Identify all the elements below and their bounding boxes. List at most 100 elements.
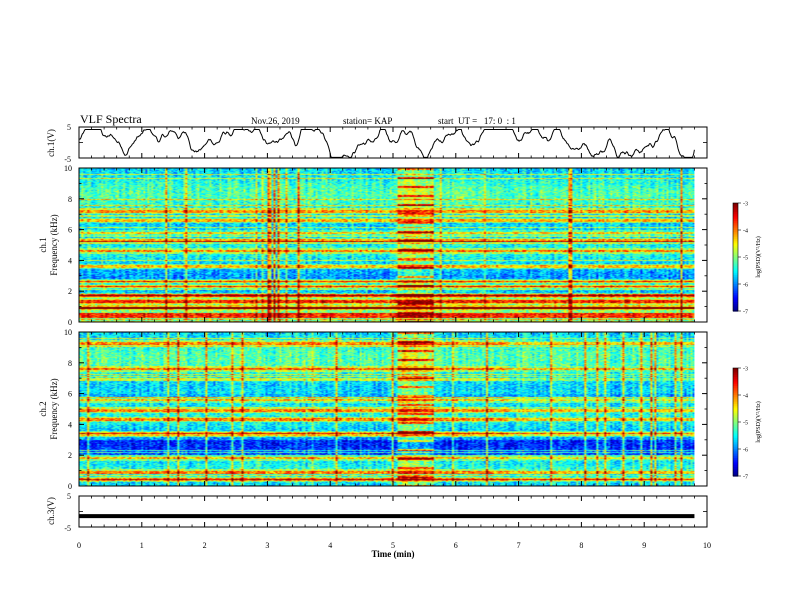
colorbar-segment: [733, 434, 738, 437]
colorbar-segment: [733, 395, 738, 398]
colorbar-segment: [733, 405, 738, 409]
colorbar-segment: [733, 237, 738, 240]
colorbar-segment: [733, 382, 738, 385]
colorbar-segment: [733, 208, 738, 211]
colorbar-segment: [733, 407, 738, 410]
y-tick-label: 0: [68, 318, 72, 327]
colorbar-segment: [733, 302, 738, 305]
ch1-spectrogram-ylabel: Frequency (kHz): [49, 214, 59, 275]
colorbar-segment: [733, 300, 738, 303]
y-tick-label: 2: [68, 287, 72, 296]
colorbar-segment: [733, 294, 738, 298]
ch1-spectrogram-image: [79, 168, 695, 322]
colorbar-segment: [733, 284, 738, 287]
colorbar-segment: [733, 260, 738, 263]
colorbar-tick-label: -4: [743, 229, 748, 235]
ch1-spectrogram-ylabel-channel: ch.1: [38, 237, 48, 252]
colorbar-segment: [733, 271, 738, 274]
colorbar-segment: [733, 445, 738, 448]
colorbar-segment: [733, 291, 738, 294]
colorbar-segment: [733, 459, 738, 463]
colorbar-segment: [733, 465, 738, 468]
colorbar-segment: [733, 368, 738, 371]
colorbar-segment: [733, 416, 738, 419]
y-tick-label: 8: [68, 195, 72, 204]
colorbar-segment: [733, 226, 738, 229]
x-tick-label: 5: [391, 541, 395, 550]
colorbar-segment: [733, 258, 738, 262]
colorbar-segment: [733, 427, 738, 430]
colorbar-segment: [733, 224, 738, 227]
x-tick-label: 4: [328, 541, 332, 550]
colorbar-segment: [733, 432, 738, 436]
colorbar-segment: [733, 474, 738, 477]
y-tick-label: 6: [68, 390, 72, 399]
colorbar-segment: [733, 470, 738, 473]
colorbar-segment: [733, 257, 738, 260]
colorbar-segment: [733, 289, 738, 292]
x-axis-label: Time (min): [371, 549, 414, 559]
x-tick-label: 10: [703, 541, 711, 550]
colorbar-segment: [733, 371, 738, 374]
colorbar-segment: [733, 468, 738, 472]
colorbar-tick-label: -7: [743, 475, 748, 481]
colorbar-segment: [733, 309, 738, 312]
colorbar-segment: [733, 431, 738, 434]
colorbar-segment: [733, 276, 738, 280]
ch1-ytick-top: 5: [67, 123, 71, 132]
colorbar-label: log(PSD)(V²/Hz): [755, 236, 762, 277]
x-tick-label: 8: [579, 541, 583, 550]
colorbar-segment: [733, 438, 738, 441]
ch1-colorbar: -3 -4 -5 -6 -7 log(PSD)(V²/Hz): [732, 202, 762, 316]
colorbar-segment: [733, 418, 738, 421]
colorbar-segment: [733, 228, 738, 231]
colorbar-segment: [733, 398, 738, 401]
colorbar-segment: [733, 248, 738, 251]
colorbar-segment: [733, 449, 738, 452]
ch3-ytick-top: 5: [67, 492, 71, 501]
colorbar-segment: [733, 204, 738, 208]
colorbar-tick-label: -3: [743, 367, 748, 373]
ch1-waveform-ylabel: ch.1(V): [46, 129, 56, 157]
colorbar-segment: [733, 441, 738, 445]
colorbar-segment: [733, 461, 738, 464]
ch2-spectrogram-ylabel: Frequency (kHz): [49, 378, 59, 439]
x-tick-label: 3: [265, 541, 269, 550]
colorbar-segment: [733, 231, 738, 235]
colorbar-segment: [733, 422, 738, 425]
colorbar-segment: [733, 278, 738, 281]
colorbar-segment: [733, 212, 738, 215]
colorbar-segment: [733, 420, 738, 423]
y-tick-label: 6: [68, 226, 72, 235]
colorbar-segment: [733, 380, 738, 383]
y-tick-label: 0: [68, 482, 72, 491]
colorbar-segment: [733, 240, 738, 244]
colorbar-segment: [733, 280, 738, 283]
colorbar-segment: [733, 244, 738, 247]
colorbar-segment: [733, 222, 738, 226]
ch1-spectrogram-panel: 0 2 4 6 8 10 ch.1 Frequency (kHz): [38, 164, 708, 327]
colorbar-segment: [733, 409, 738, 412]
colorbar-segment: [733, 413, 738, 416]
colorbar-segment: [733, 387, 738, 391]
x-tick-label: 6: [454, 541, 458, 550]
colorbar-segment: [733, 443, 738, 446]
x-tick-label: 9: [642, 541, 646, 550]
colorbar-segment: [733, 203, 738, 206]
colorbar-segment: [733, 404, 738, 407]
colorbar-segment: [733, 454, 738, 457]
ch1-ytick-bottom: -5: [64, 155, 71, 164]
y-tick-label: 4: [68, 256, 72, 265]
x-tick-label: 7: [517, 541, 521, 550]
colorbar-segment: [733, 235, 738, 238]
colorbar-label: log(PSD)(V²/Hz): [755, 401, 762, 442]
colorbar-segment: [733, 255, 738, 258]
colorbar-segment: [733, 217, 738, 220]
colorbar-segment: [733, 206, 738, 209]
colorbar-segment: [733, 253, 738, 256]
colorbar-segment: [733, 396, 738, 400]
ch1-waveform-trace: [78, 129, 695, 158]
colorbar-segment: [733, 233, 738, 236]
x-tick-label: 1: [140, 541, 144, 550]
